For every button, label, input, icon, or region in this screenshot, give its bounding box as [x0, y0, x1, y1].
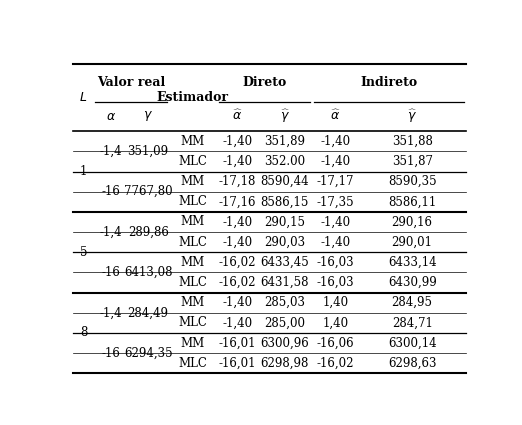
Text: 351,89: 351,89	[264, 135, 305, 148]
Text: -17,17: -17,17	[316, 175, 354, 188]
Text: $L$: $L$	[79, 91, 88, 104]
Text: -16: -16	[101, 185, 120, 198]
Text: -16,01: -16,01	[218, 337, 256, 350]
Text: 1,40: 1,40	[322, 316, 348, 329]
Text: 1,40: 1,40	[322, 296, 348, 309]
Text: 7767,80: 7767,80	[124, 185, 172, 198]
Text: 351,09: 351,09	[127, 145, 169, 158]
Text: MLC: MLC	[178, 357, 207, 370]
Text: -1,4: -1,4	[100, 145, 122, 158]
Text: MLC: MLC	[178, 155, 207, 168]
Text: 8590,44: 8590,44	[260, 175, 309, 188]
Text: 351,88: 351,88	[392, 135, 433, 148]
Text: -1,40: -1,40	[222, 236, 252, 249]
Text: -1,40: -1,40	[222, 215, 252, 229]
Text: Valor real: Valor real	[97, 76, 165, 89]
Text: $\widehat{\gamma}$: $\widehat{\gamma}$	[407, 108, 417, 125]
Text: 5: 5	[80, 246, 87, 259]
Text: $\widehat{\alpha}$: $\widehat{\alpha}$	[232, 109, 243, 124]
Text: 8586,15: 8586,15	[260, 196, 309, 208]
Text: -17,35: -17,35	[316, 196, 354, 208]
Text: MLC: MLC	[178, 236, 207, 249]
Text: $\widehat{\gamma}$: $\widehat{\gamma}$	[280, 108, 290, 125]
Text: $\gamma$: $\gamma$	[143, 110, 153, 123]
Text: -1,40: -1,40	[222, 316, 252, 329]
Text: -17,16: -17,16	[218, 196, 256, 208]
Text: 290,01: 290,01	[392, 236, 433, 249]
Text: 6300,14: 6300,14	[388, 337, 436, 350]
Text: -1,40: -1,40	[222, 135, 252, 148]
Text: $\widehat{\alpha}$: $\widehat{\alpha}$	[330, 109, 341, 124]
Text: 6298,63: 6298,63	[388, 357, 436, 370]
Text: MM: MM	[181, 135, 205, 148]
Text: MM: MM	[181, 337, 205, 350]
Text: -17,18: -17,18	[219, 175, 256, 188]
Text: -16: -16	[101, 347, 120, 360]
Text: 8: 8	[80, 326, 87, 340]
Text: 6431,58: 6431,58	[260, 276, 309, 289]
Text: MM: MM	[181, 215, 205, 229]
Text: -1,40: -1,40	[320, 236, 350, 249]
Text: 6300,96: 6300,96	[260, 337, 309, 350]
Text: -16,02: -16,02	[218, 256, 256, 269]
Text: 6430,99: 6430,99	[388, 276, 436, 289]
Text: MM: MM	[181, 256, 205, 269]
Text: -16: -16	[101, 266, 120, 279]
Text: 290,15: 290,15	[264, 215, 305, 229]
Text: 351,87: 351,87	[392, 155, 433, 168]
Text: Direto: Direto	[242, 76, 287, 89]
Text: -1,40: -1,40	[222, 296, 252, 309]
Text: MM: MM	[181, 296, 205, 309]
Text: -16,03: -16,03	[316, 256, 354, 269]
Text: -1,4: -1,4	[100, 226, 122, 238]
Text: Indireto: Indireto	[360, 76, 418, 89]
Text: 285,00: 285,00	[264, 316, 305, 329]
Text: Estimador: Estimador	[157, 91, 229, 104]
Text: MM: MM	[181, 175, 205, 188]
Text: 6433,14: 6433,14	[388, 256, 436, 269]
Text: MLC: MLC	[178, 316, 207, 329]
Text: -16,06: -16,06	[316, 337, 354, 350]
Text: -16,03: -16,03	[316, 276, 354, 289]
Text: 290,03: 290,03	[264, 236, 305, 249]
Text: 6413,08: 6413,08	[124, 266, 172, 279]
Text: -1,40: -1,40	[222, 155, 252, 168]
Text: 6298,98: 6298,98	[260, 357, 309, 370]
Text: 6433,45: 6433,45	[260, 256, 309, 269]
Text: -1,40: -1,40	[320, 155, 350, 168]
Text: 284,71: 284,71	[392, 316, 433, 329]
Text: 285,03: 285,03	[264, 296, 305, 309]
Text: -16,02: -16,02	[218, 276, 256, 289]
Text: 8586,11: 8586,11	[388, 196, 436, 208]
Text: -1,40: -1,40	[320, 135, 350, 148]
Text: 289,86: 289,86	[128, 226, 169, 238]
Text: MLC: MLC	[178, 276, 207, 289]
Text: -1,40: -1,40	[320, 215, 350, 229]
Text: -1,4: -1,4	[100, 306, 122, 319]
Text: 6294,35: 6294,35	[124, 347, 172, 360]
Text: 8590,35: 8590,35	[388, 175, 436, 188]
Text: 284,49: 284,49	[128, 306, 169, 319]
Text: 284,95: 284,95	[392, 296, 433, 309]
Text: MLC: MLC	[178, 196, 207, 208]
Text: 1: 1	[80, 165, 87, 178]
Text: -16,01: -16,01	[218, 357, 256, 370]
Text: $\alpha$: $\alpha$	[106, 110, 116, 123]
Text: 352.00: 352.00	[264, 155, 305, 168]
Text: 290,16: 290,16	[392, 215, 433, 229]
Text: -16,02: -16,02	[316, 357, 354, 370]
